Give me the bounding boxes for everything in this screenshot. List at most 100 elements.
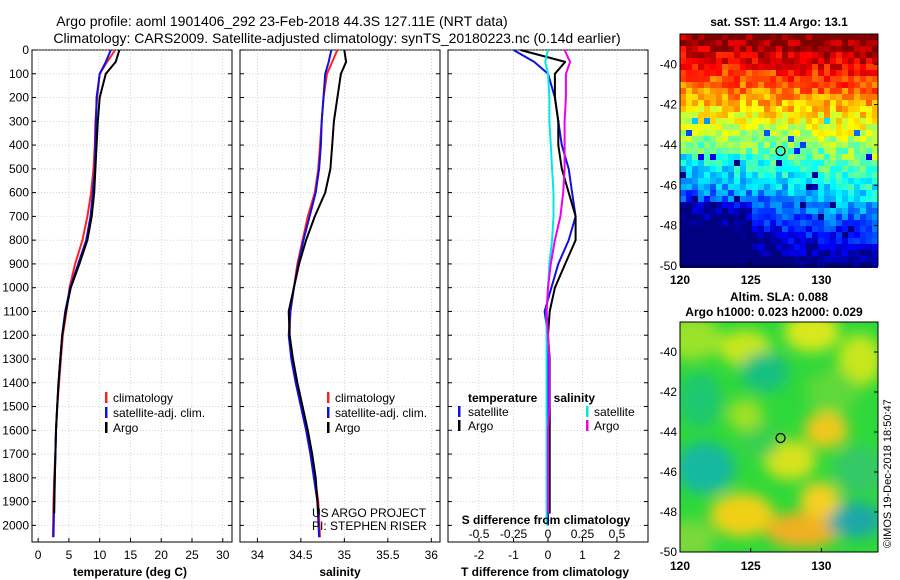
sst-cell [776,52,782,58]
sst-cell [842,208,848,214]
sst-cell [704,106,710,112]
sst-cell [812,154,818,160]
sst-cell [782,106,788,112]
sst-cell [812,238,818,244]
sst-cell [776,214,782,220]
sst-cell [740,262,746,268]
sst-cell [866,256,872,262]
sst-cell [830,76,836,82]
sst-cell [848,172,854,178]
sst-cell [746,76,752,82]
sst-cell [698,148,704,154]
sst-cell [770,232,776,238]
sst-cell [734,238,740,244]
sst-cell [704,232,710,238]
sst-cell [680,148,686,154]
sst-cell [698,256,704,262]
sst-cell [788,106,794,112]
sst-cell [716,130,722,136]
sst-cell [788,130,794,136]
sst-cell [692,184,698,190]
sst-cell [746,262,752,268]
sst-cell [782,52,788,58]
sst-cell [788,76,794,82]
sst-cell [722,124,728,130]
sst-cell [848,250,854,256]
sla-anomaly [806,370,858,414]
sst-cell [794,178,800,184]
sst-cell [860,262,866,268]
sst-cell [728,94,734,100]
sst-cell [716,46,722,52]
sst-cell [800,226,806,232]
sst-cell [758,166,764,172]
sst-cell [752,196,758,202]
sst-cell [764,64,770,70]
sst-cell [704,250,710,256]
sst-cell [794,34,800,40]
sst-cell [734,196,740,202]
sst-cell [704,46,710,52]
sst-cell [728,190,734,196]
sst-cell [728,64,734,70]
sst-cell [734,208,740,214]
sst-cell [692,214,698,220]
sst-cell [854,172,860,178]
sst-cell [848,262,854,268]
sst-cell [848,214,854,220]
sst-cell [794,250,800,256]
sst-cell [806,220,812,226]
sst-cell [812,94,818,100]
sst-cell [716,58,722,64]
sst-cell [758,82,764,88]
sst-cell [764,130,770,136]
sst-cell [788,46,794,52]
sst-cell [812,52,818,58]
sst-cell [698,64,704,70]
sst-cell [746,64,752,70]
legend-swatch-t-satellite [458,406,461,417]
sst-cell [824,214,830,220]
sst-cell [752,172,758,178]
sst-cell [854,124,860,130]
sst-cell [692,34,698,40]
sst-cell [800,94,806,100]
sst-cell [758,106,764,112]
sst-cell [728,196,734,202]
sst-cell [776,118,782,124]
sst-cell [848,70,854,76]
sst-cell [872,40,878,46]
sst-cell [800,76,806,82]
sst-cell [830,238,836,244]
sst-cell [710,124,716,130]
sst-cell [794,82,800,88]
sst-cell [680,52,686,58]
sst-cell [692,220,698,226]
sst-cell [710,148,716,154]
sst-cell [716,214,722,220]
sst-cell [692,262,698,268]
sst-cell [848,154,854,160]
sst-cell [722,118,728,124]
sst-cell [740,160,746,166]
sst-cell [860,52,866,58]
sst-cell [836,112,842,118]
sst-cell [794,46,800,52]
sst-cell [758,202,764,208]
sst-cell [842,106,848,112]
sst-cell [782,82,788,88]
sst-cell [818,166,824,172]
sst-cell [710,94,716,100]
sst-cell [830,244,836,250]
sst-cell [854,184,860,190]
sst-cell [806,34,812,40]
sst-cell [758,220,764,226]
sst-cell [836,262,842,268]
sst-cell [860,46,866,52]
sst-cell [830,250,836,256]
sst-cell [752,190,758,196]
sst-cell [800,124,806,130]
sst-cell [794,100,800,106]
sst-cell [734,118,740,124]
difference-legend: temperature satellite Argo salinity sate… [458,391,635,433]
